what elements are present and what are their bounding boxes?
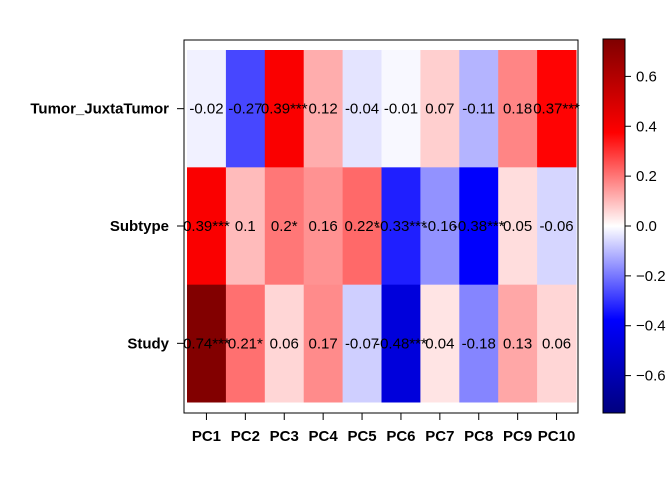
cell-value-label: -0.06 [539, 218, 573, 235]
row-label: Tumor_JuxtaTumor [30, 101, 169, 118]
column-label: PC2 [231, 428, 260, 445]
column-label: PC10 [538, 428, 576, 445]
column-label: PC5 [347, 428, 376, 445]
heatmap-cell [459, 284, 499, 403]
column-label: PC7 [425, 428, 454, 445]
heatmap-cell [264, 284, 305, 403]
heatmap-cell [537, 284, 577, 403]
cell-value-label: 0.05 [503, 218, 532, 235]
cell-value-label: 0.22* [345, 218, 380, 235]
cell-value-label: 0.12 [309, 101, 338, 118]
colorbar-tick-label: 0.0 [636, 218, 657, 235]
colorbar-tick-label: −0.6 [636, 368, 666, 385]
heatmap-cell [342, 50, 382, 168]
heatmap-cell [303, 50, 344, 168]
heatmap-cell [225, 167, 266, 286]
cell-value-label: -0.38*** [453, 218, 505, 235]
cell-value-label: 0.18 [503, 101, 532, 118]
cell-value-label: 0.04 [425, 335, 454, 352]
column-label: PC9 [503, 428, 532, 445]
colorbar-tick-label: −0.4 [636, 318, 666, 335]
column-label: PC3 [270, 428, 299, 445]
colorbar: 0.6 0.4 0.2 0.0 −0.2 −0.4 −0.6 [602, 38, 666, 414]
heatmap-cell [187, 167, 227, 286]
cell-value-label: 0.06 [270, 335, 299, 352]
cell-value-label: 0.74*** [183, 335, 230, 352]
cell-value-label: -0.07 [345, 335, 379, 352]
cell-value-label: -0.01 [384, 101, 418, 118]
heatmap-cell [342, 284, 382, 403]
heatmap-cell [225, 284, 266, 403]
heatmap-cells [187, 50, 577, 403]
column-label: PC1 [192, 428, 221, 445]
column-labels: PC1 PC2 PC3 PC4 PC5 PC6 PC7 PC8 PC9 PC10 [192, 413, 575, 445]
row-label: Study [127, 335, 169, 352]
heatmap-cell [381, 50, 421, 168]
row-label: Subtype [110, 218, 169, 235]
heatmap-cell [303, 284, 344, 403]
cell-value-label: -0.18 [462, 335, 496, 352]
heatmap-cell [498, 284, 538, 403]
colorbar-tick-label: 0.4 [636, 118, 657, 135]
heatmap-cell [420, 284, 460, 403]
heatmap-cell [537, 167, 577, 286]
cell-value-label: 0.17 [309, 335, 338, 352]
column-label: PC8 [464, 428, 493, 445]
heatmap-cell [420, 167, 460, 286]
heatmap-cell [342, 167, 382, 286]
heatmap-cell [498, 50, 538, 168]
cell-value-label: -0.11 [462, 101, 495, 118]
heatmap-cell [264, 167, 305, 286]
cell-value-label: -0.04 [345, 101, 379, 118]
heatmap-cell [187, 50, 227, 168]
cell-value-label: 0.2* [271, 218, 298, 235]
cell-value-label: -0.48*** [375, 335, 427, 352]
heatmap-cell [381, 284, 421, 403]
column-label: PC6 [386, 428, 415, 445]
heatmap-cell [537, 50, 577, 168]
heatmap-cell [459, 50, 499, 168]
cell-value-label: 0.21* [228, 335, 263, 352]
cell-labels: -0.02 -0.270.39*** 0.12 -0.04 -0.01 0.07 -0.11… [183, 101, 580, 353]
cell-value-label: 0.16 [309, 218, 338, 235]
cell-value-label: 0.1 [235, 218, 256, 235]
cell-value-label: -0.16 [423, 218, 457, 235]
cell-value-label: 0.07 [425, 101, 454, 118]
cell-value-label: -0.33*** [375, 218, 427, 235]
colorbar-gradient [603, 39, 625, 413]
cell-value-label: 0.13 [503, 335, 532, 352]
cell-value-label: 0.06 [542, 335, 571, 352]
column-label: PC4 [309, 428, 339, 445]
row-labels: Tumor_JuxtaTumor Subtype Study [30, 101, 184, 352]
cell-value-label: 0.39*** [261, 101, 308, 118]
heatmap-cell [187, 284, 227, 403]
colorbar-tick-label: −0.2 [636, 268, 666, 285]
cell-value-label: 0.39*** [183, 218, 230, 235]
heatmap-cell [459, 167, 499, 286]
heatmap-cell [420, 50, 460, 168]
colorbar-tick-label: 0.2 [636, 168, 657, 185]
cell-value-label: -0.27 [228, 101, 262, 118]
heatmap-cell [264, 50, 305, 168]
heatmap-cell [381, 167, 421, 286]
heatmap-cell [225, 50, 266, 168]
cell-value-label: 0.37*** [533, 101, 580, 118]
colorbar-tick-label: 0.6 [636, 68, 657, 85]
cell-value-label: -0.02 [189, 101, 223, 118]
heatmap-cell [303, 167, 344, 286]
heatmap-cell [498, 167, 538, 286]
